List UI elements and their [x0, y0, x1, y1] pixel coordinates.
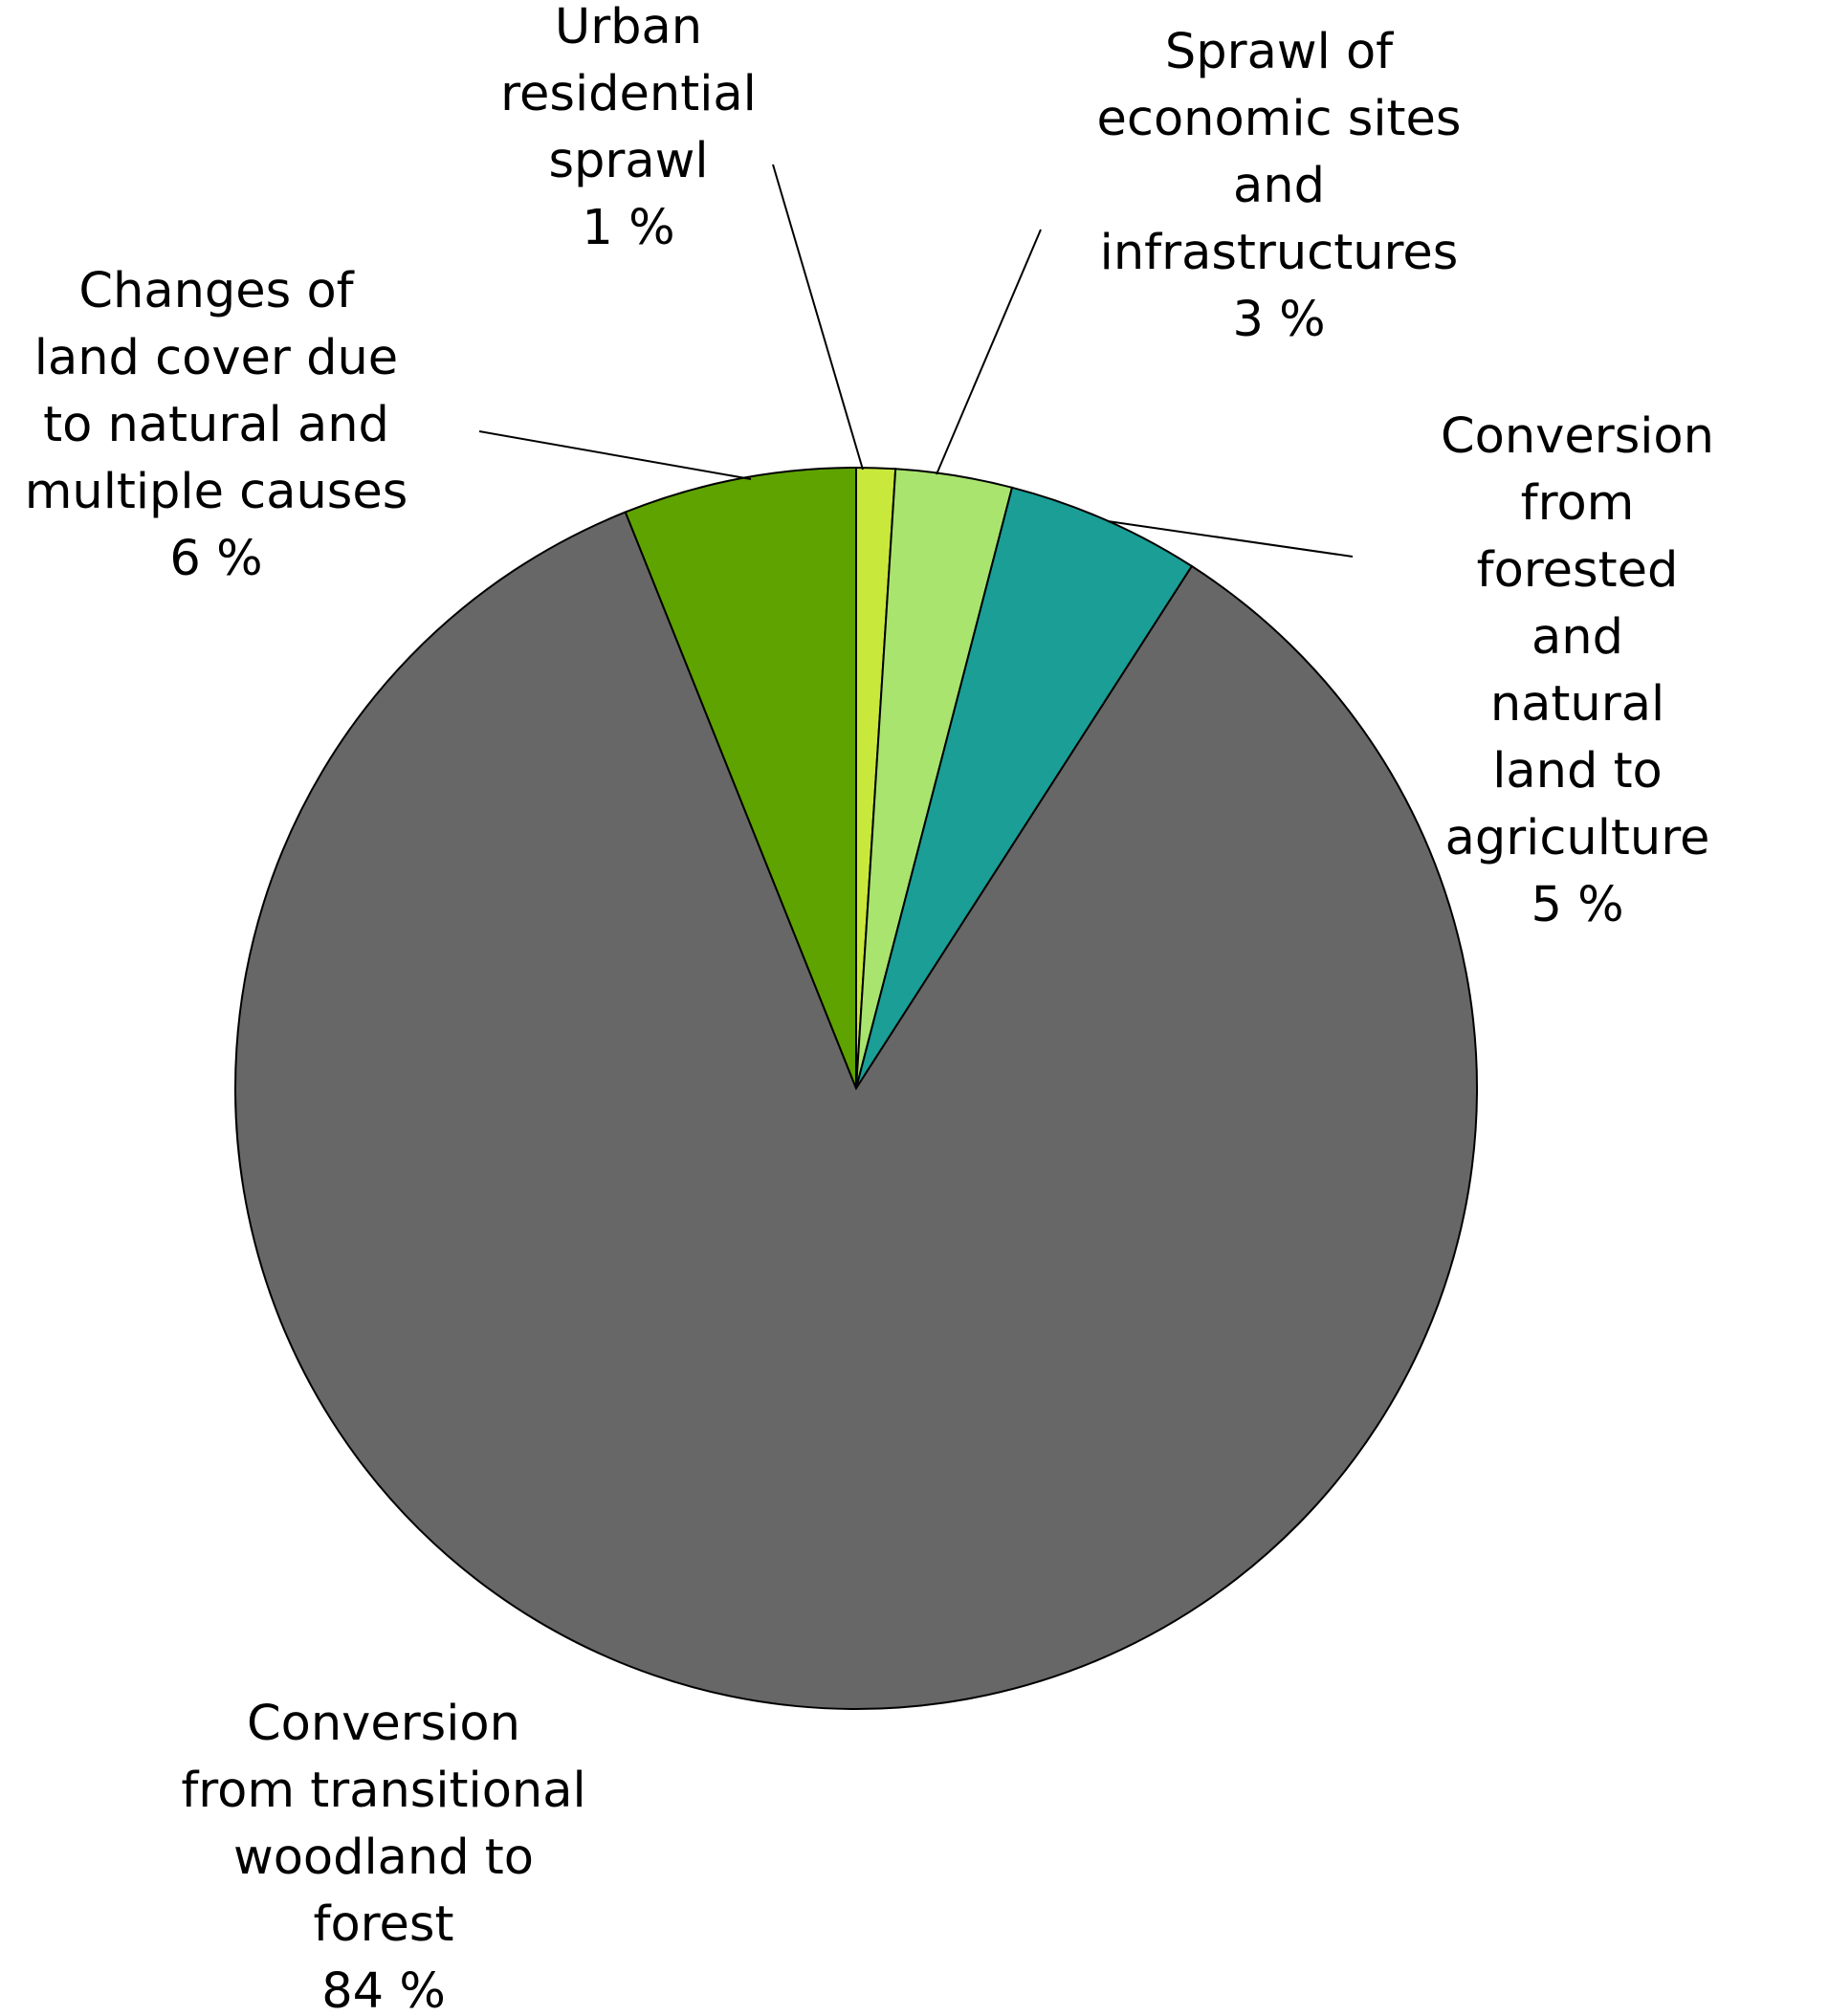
category-label: Conversion from transitional woodland to…	[181, 1696, 586, 1953]
slice-label: Conversion from forested and natural lan…	[1441, 404, 1714, 939]
leader-line	[1107, 520, 1354, 558]
value-label: 6 %	[169, 531, 263, 587]
category-label: Sprawl of economic sites and infrastruct…	[1096, 24, 1462, 281]
category-label: Urban residential sprawl	[500, 0, 757, 189]
value-label: 3 %	[1232, 292, 1326, 348]
leader-lines	[478, 164, 1354, 558]
value-label: 84 %	[321, 1963, 446, 2016]
slice-label: Sprawl of economic sites and infrastruct…	[1097, 19, 1462, 354]
slices	[234, 466, 1478, 1710]
leader-line	[478, 430, 752, 480]
slice-label: Urban residential sprawl 1 %	[500, 0, 757, 262]
slice-label: Conversion from transitional woodland to…	[181, 1691, 585, 2016]
category-label: Conversion from forested and natural lan…	[1441, 408, 1714, 866]
slice-label: Changes of land cover due to natural and…	[25, 258, 408, 593]
category-label: Changes of land cover due to natural and…	[24, 263, 408, 520]
leader-line	[936, 229, 1042, 475]
pie-slice	[234, 511, 1478, 1710]
leader-line	[772, 164, 864, 471]
value-label: 5 %	[1531, 877, 1624, 933]
value-label: 1 %	[582, 200, 675, 256]
pie-slice	[624, 466, 857, 1089]
pie-slice	[855, 486, 1194, 1089]
